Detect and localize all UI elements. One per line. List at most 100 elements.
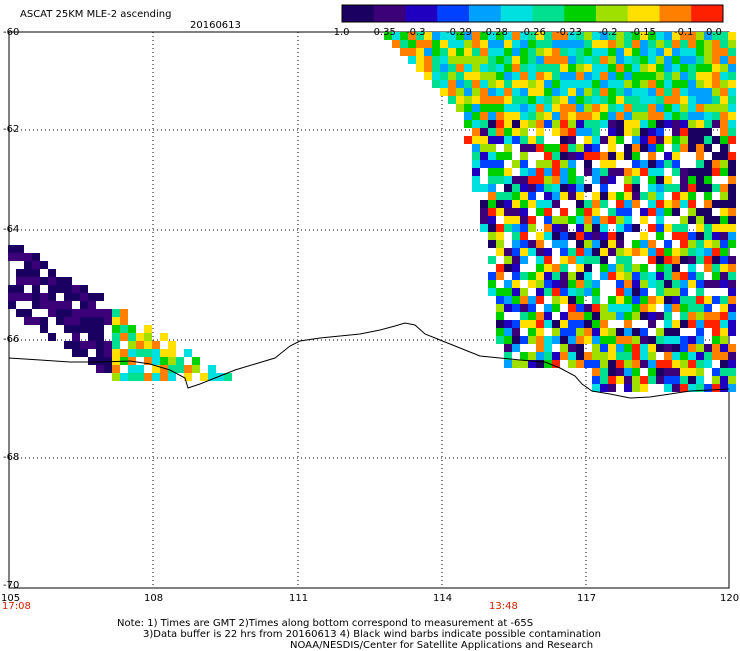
data-pixel (664, 336, 672, 344)
data-pixel (456, 80, 464, 88)
data-pixel (712, 264, 720, 272)
data-pixel (680, 104, 688, 112)
data-pixel (672, 88, 680, 96)
data-pixel (712, 72, 720, 80)
data-pixel (448, 32, 456, 40)
data-pixel (520, 88, 528, 96)
data-pixel (512, 72, 520, 80)
data-pixel (520, 176, 528, 184)
data-pixel (504, 176, 512, 184)
data-pixel (528, 176, 536, 184)
data-pixel (448, 72, 456, 80)
data-pixel (712, 328, 720, 336)
data-pixel (504, 256, 512, 264)
data-pixel (624, 336, 632, 344)
data-pixel (648, 248, 656, 256)
data-pixel (536, 72, 544, 80)
data-pixel (520, 312, 528, 320)
data-pixel (600, 80, 608, 88)
data-pixel (576, 216, 584, 224)
data-pixel (488, 96, 496, 104)
data-pixel (488, 216, 496, 224)
data-pixel (656, 104, 664, 112)
data-pixel (720, 264, 728, 272)
data-pixel (632, 56, 640, 64)
data-pixel (728, 32, 736, 40)
data-pixel (480, 56, 488, 64)
data-pixel (656, 96, 664, 104)
data-pixel (600, 88, 608, 96)
data-pixel (496, 232, 504, 240)
data-pixel (616, 296, 624, 304)
data-pixel (128, 373, 136, 381)
data-pixel (536, 160, 544, 168)
data-pixel (704, 200, 712, 208)
data-pixel (576, 272, 584, 280)
data-pixel (648, 184, 656, 192)
data-pixel (696, 328, 704, 336)
data-pixel (664, 184, 672, 192)
data-pixel (648, 88, 656, 96)
lat-label: -60 (3, 27, 20, 38)
data-pixel (520, 120, 528, 128)
data-pixel (632, 184, 640, 192)
data-pixel (608, 368, 616, 376)
data-pixel (528, 304, 536, 312)
data-pixel (728, 112, 736, 120)
data-pixel (576, 96, 584, 104)
data-pixel (720, 216, 728, 224)
data-pixel (520, 296, 528, 304)
data-pixel (632, 224, 640, 232)
data-pixel (584, 360, 592, 368)
data-pixel (72, 349, 80, 357)
data-pixel (152, 349, 160, 357)
data-pixel (584, 48, 592, 56)
data-pixel (576, 112, 584, 120)
data-pixel (656, 48, 664, 56)
data-pixel (560, 296, 568, 304)
data-pixel (688, 176, 696, 184)
data-pixel (688, 208, 696, 216)
data-pixel (712, 272, 720, 280)
data-pixel (632, 264, 640, 272)
data-pixel (592, 376, 600, 384)
data-pixel (568, 320, 576, 328)
data-pixel (496, 272, 504, 280)
data-pixel (696, 384, 704, 392)
data-pixel (456, 32, 464, 40)
data-pixel (608, 96, 616, 104)
data-pixel (552, 200, 560, 208)
data-pixel (688, 296, 696, 304)
data-pixel (728, 128, 736, 136)
data-pixel (584, 336, 592, 344)
data-pixel (728, 40, 736, 48)
data-pixel (496, 32, 504, 40)
data-pixel (704, 128, 712, 136)
data-pixel (632, 104, 640, 112)
data-pixel (112, 373, 120, 381)
data-pixel (616, 272, 624, 280)
colorbar-tick-label: -0.3 (406, 27, 426, 38)
data-pixel (520, 136, 528, 144)
data-pixel (728, 312, 736, 320)
data-pixel (656, 184, 664, 192)
data-pixel (512, 256, 520, 264)
data-pixel (712, 320, 720, 328)
data-pixel (512, 264, 520, 272)
data-pixel (520, 144, 528, 152)
data-pixel (616, 304, 624, 312)
data-pixel (480, 112, 488, 120)
data-pixel (688, 248, 696, 256)
data-pixel (480, 104, 488, 112)
data-pixel (624, 272, 632, 280)
data-pixel (688, 64, 696, 72)
data-pixel (560, 176, 568, 184)
data-pixel (32, 317, 40, 325)
data-pixel (504, 40, 512, 48)
data-pixel (120, 309, 128, 317)
data-pixel (104, 349, 112, 357)
data-pixel (560, 344, 568, 352)
data-pixel (688, 144, 696, 152)
data-pixel (656, 176, 664, 184)
data-pixel (664, 96, 672, 104)
